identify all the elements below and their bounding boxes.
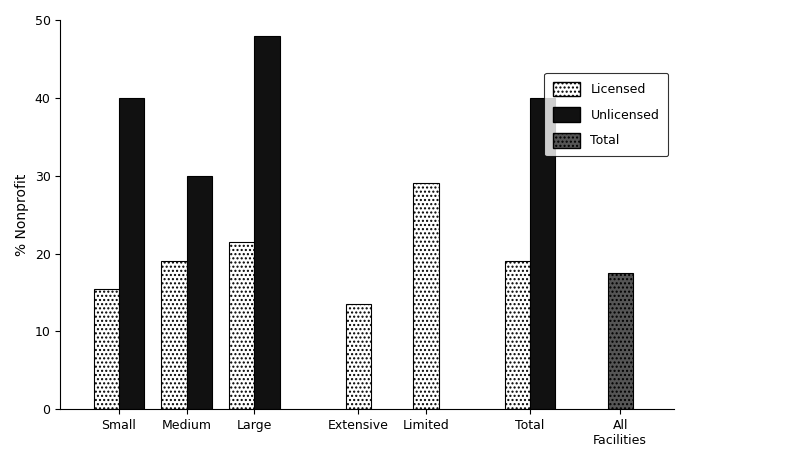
Bar: [187, 176, 212, 409]
Bar: [345, 304, 371, 409]
Bar: [530, 98, 556, 409]
Bar: [119, 98, 144, 409]
Legend: Licensed, Unlicensed, Total: Licensed, Unlicensed, Total: [544, 73, 668, 156]
Bar: [504, 261, 530, 409]
Bar: [161, 261, 187, 409]
Y-axis label: % Nonprofit: % Nonprofit: [15, 173, 29, 256]
Bar: [607, 273, 633, 409]
Bar: [414, 183, 439, 409]
Bar: [230, 242, 255, 409]
Bar: [94, 289, 119, 409]
Bar: [255, 36, 280, 409]
